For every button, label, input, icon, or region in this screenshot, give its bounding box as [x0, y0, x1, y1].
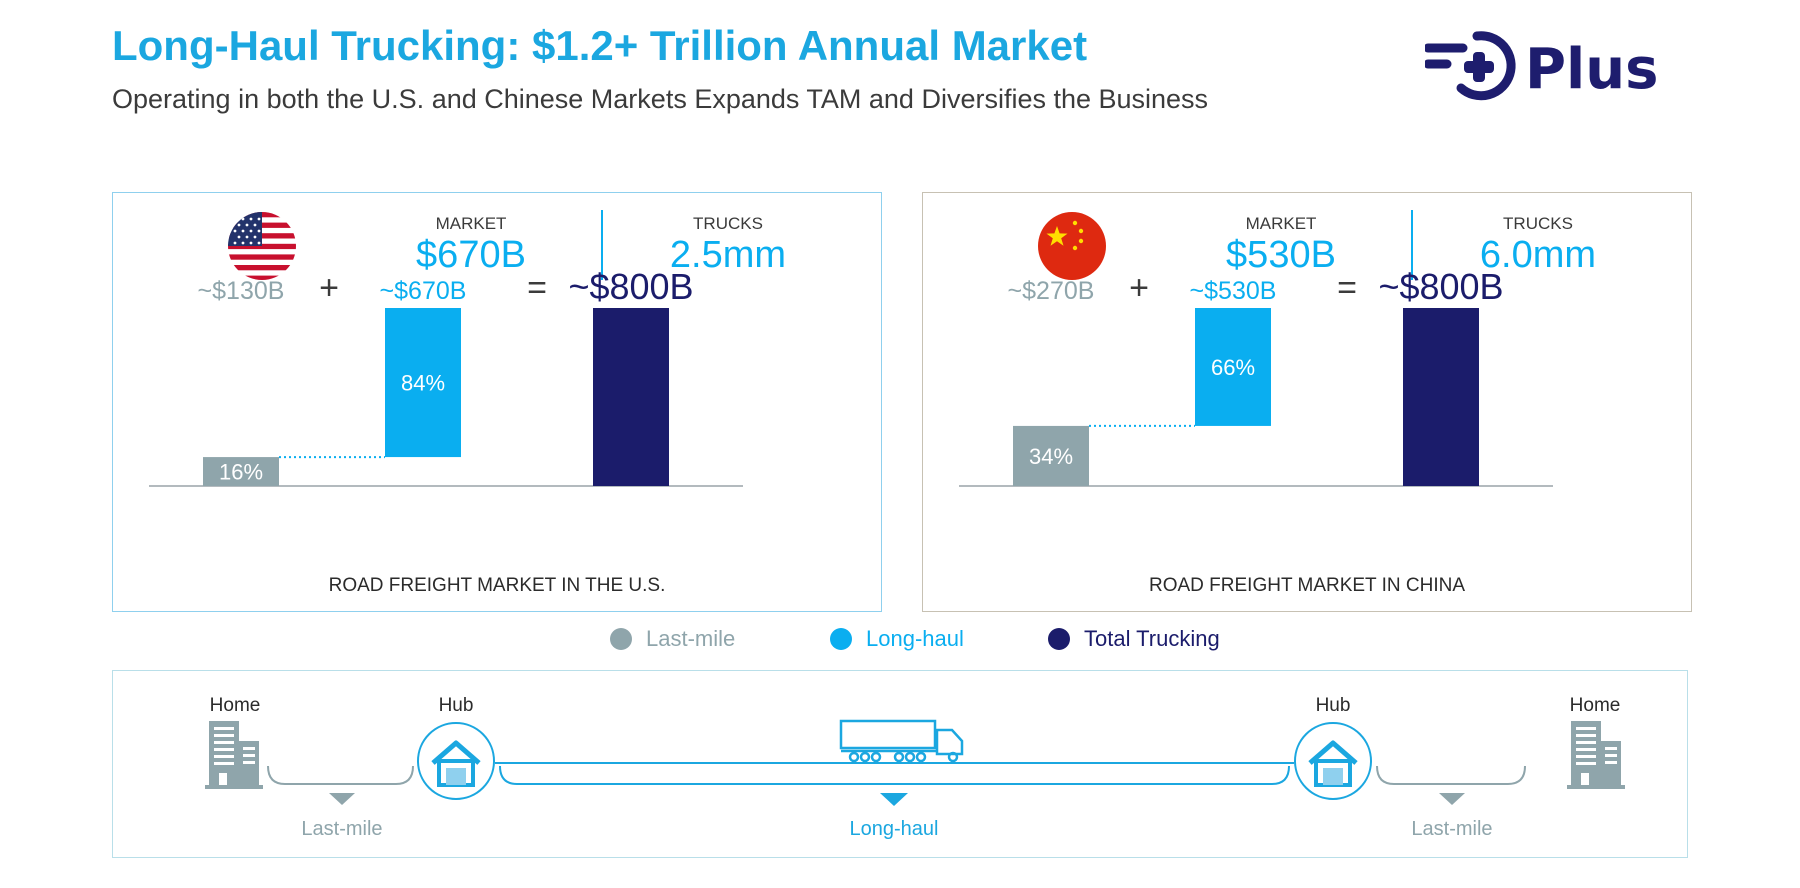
- us-flag-icon: [228, 212, 296, 280]
- value-label: ~$800B: [568, 266, 693, 307]
- equals-operator: =: [1337, 269, 1357, 307]
- legend-swatch: [610, 628, 632, 650]
- market-label: MARKET: [1246, 214, 1317, 233]
- hub-left-label: Hub: [439, 695, 474, 716]
- pct-label: 66%: [1211, 355, 1255, 380]
- trucks-value: 2.5mm: [670, 234, 786, 276]
- legend-label: Long-haul: [866, 626, 964, 651]
- bar-long-haul: [385, 308, 461, 458]
- trucks-label: TRUCKS: [693, 214, 763, 233]
- market-value: $530B: [1226, 234, 1336, 276]
- equals-operator: =: [527, 269, 547, 307]
- home-left-label: Home: [210, 695, 261, 716]
- warehouse-icon: [417, 722, 495, 800]
- truck-icon: [839, 719, 964, 763]
- legend-item-last-mile: Last-mile: [610, 626, 735, 652]
- pointer-left: [329, 793, 355, 805]
- page-title: Long-Haul Trucking: $1.2+ Trillion Annua…: [112, 22, 1088, 69]
- home-right-label: Home: [1570, 695, 1621, 716]
- legend-item-long-haul: Long-haul: [830, 626, 964, 652]
- bar-total-trucking: [593, 308, 669, 486]
- plus-operator: +: [319, 269, 339, 307]
- legend-label: Last-mile: [646, 626, 736, 651]
- bar-long-haul: [1195, 308, 1271, 426]
- page-subtitle: Operating in both the U.S. and Chinese M…: [112, 84, 1209, 114]
- bar-last-mile: [1013, 425, 1089, 486]
- last-mile-bracket-right: [1376, 765, 1526, 785]
- logo-text: Plus: [1525, 37, 1658, 102]
- chart-title: ROAD FREIGHT MARKET IN CHINA: [1149, 575, 1465, 596]
- value-label: ~$670B: [380, 277, 467, 305]
- trucks-value: 6.0mm: [1480, 234, 1596, 276]
- chart-legend: Last-mile Long-haul Total Trucking: [0, 626, 1800, 658]
- us-market-panel: MARKET $670B TRUCKS 2.5mm ~$130B ~$670B ~$…: [112, 192, 882, 612]
- hub-right-label: Hub: [1316, 695, 1351, 716]
- pointer-right: [1439, 793, 1465, 805]
- source-footnote: [112, 884, 512, 888]
- building-icon: [205, 721, 263, 789]
- long-haul-bracket: [499, 765, 1290, 785]
- plus-operator: +: [1129, 269, 1149, 307]
- pct-label: 16%: [219, 460, 263, 485]
- value-label: ~$800B: [1378, 266, 1503, 307]
- legend-label: Total Trucking: [1084, 626, 1220, 651]
- china-chart: MARKET $530B TRUCKS 6.0mm ~$270B ~$530B ~$…: [959, 210, 1596, 596]
- last-mile-label-right: Last-mile: [1411, 818, 1492, 840]
- value-label: ~$130B: [198, 277, 285, 305]
- warehouse-icon: [1294, 722, 1372, 800]
- plus-logo: Plus: [1423, 26, 1685, 106]
- route-diagram: Home Hub Hub Home: [112, 670, 1688, 858]
- pct-label: 34%: [1029, 444, 1073, 469]
- china-flag-icon: [1038, 212, 1106, 280]
- market-label: MARKET: [436, 214, 507, 233]
- pointer-mid: [880, 793, 908, 806]
- pct-label: 84%: [401, 371, 445, 396]
- market-value: $670B: [416, 234, 526, 276]
- last-mile-label-left: Last-mile: [301, 818, 382, 840]
- china-market-panel: MARKET $530B TRUCKS 6.0mm ~$270B ~$530B ~$…: [922, 192, 1692, 612]
- value-label: ~$270B: [1008, 277, 1095, 305]
- value-label: ~$530B: [1190, 277, 1277, 305]
- long-haul-label: Long-haul: [850, 818, 939, 840]
- chart-title: ROAD FREIGHT MARKET IN THE U.S.: [329, 575, 666, 596]
- legend-swatch: [1048, 628, 1070, 650]
- last-mile-bracket-left: [267, 765, 414, 785]
- trucks-label: TRUCKS: [1503, 214, 1573, 233]
- building-icon: [1567, 721, 1625, 789]
- us-chart: MARKET $670B TRUCKS 2.5mm ~$130B ~$670B ~$…: [149, 210, 786, 596]
- bar-total-trucking: [1403, 308, 1479, 486]
- legend-swatch: [830, 628, 852, 650]
- legend-item-total-trucking: Total Trucking: [1048, 626, 1220, 652]
- bar-last-mile: [203, 457, 279, 486]
